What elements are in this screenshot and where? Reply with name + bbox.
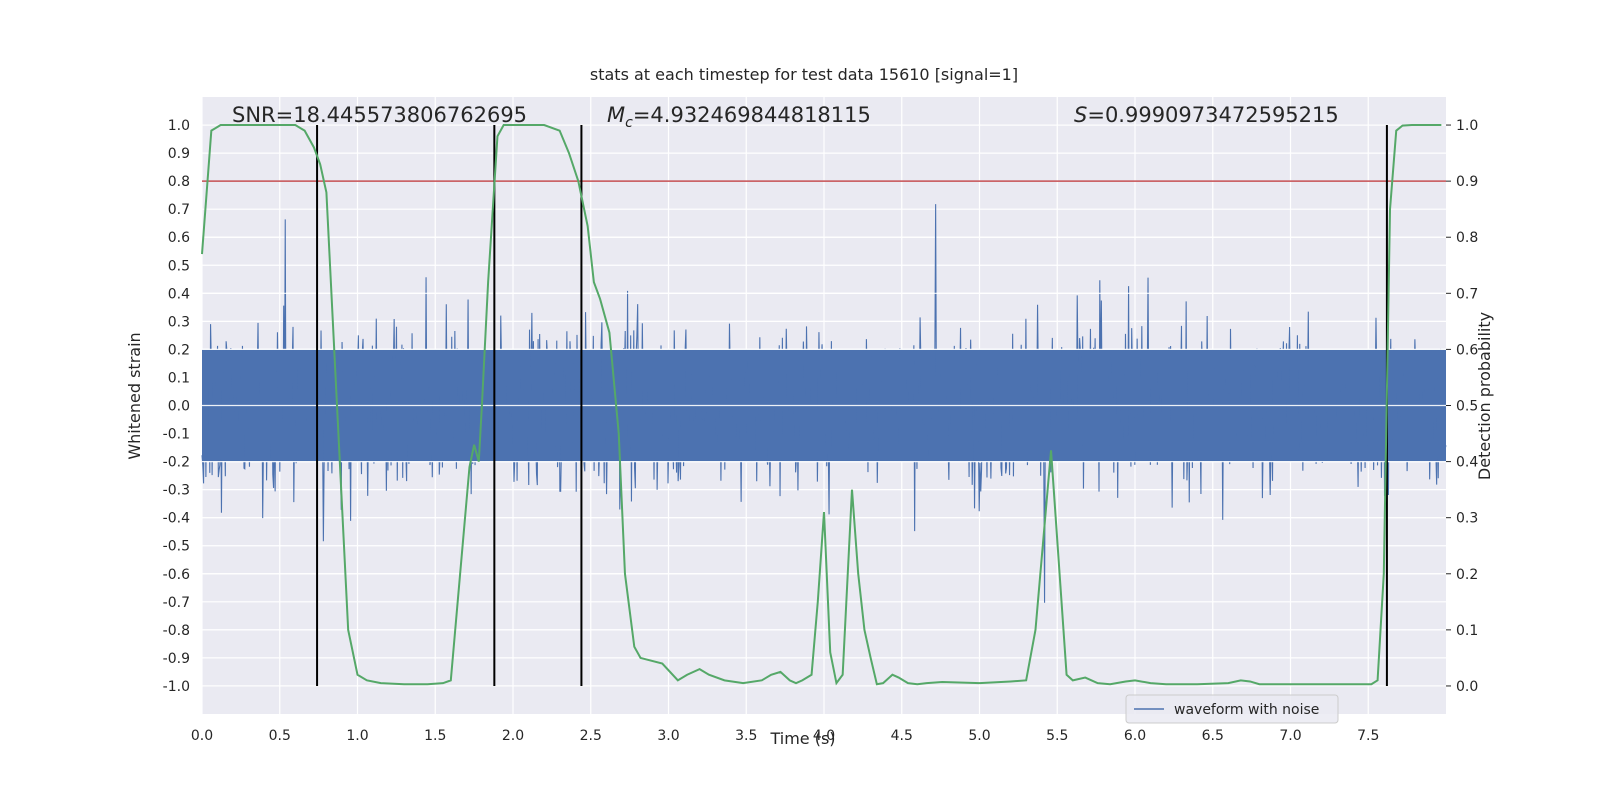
y2-tick-label: 0.8 xyxy=(1456,230,1478,246)
y-tick-label: 1.0 xyxy=(168,118,190,134)
y-tick-label: -0.8 xyxy=(163,623,190,639)
chirp-mass-value: =4.932469844818115 xyxy=(633,103,871,127)
chirp-mass-annotation: Mc=4.932469844818115 xyxy=(607,103,871,131)
probability-line xyxy=(201,124,1442,686)
probability-series xyxy=(201,124,1446,686)
y-tick-label: -0.1 xyxy=(163,427,190,443)
x-axis-label: Time (s) xyxy=(769,729,835,748)
x-tick-label: 0.5 xyxy=(269,728,291,744)
y-tick-label: -0.5 xyxy=(163,539,190,555)
y2-tick-label: 0.4 xyxy=(1456,455,1478,471)
y-tick-label: 0.8 xyxy=(168,174,190,190)
score-value: =0.9990973472595215 xyxy=(1087,103,1338,127)
x-tick-label: 3.0 xyxy=(657,728,679,744)
x-tick-label: 5.0 xyxy=(968,728,990,744)
noise-series xyxy=(201,204,1447,603)
y-tick-label: 0.9 xyxy=(168,146,190,162)
y-tick-label: 0.5 xyxy=(168,258,190,274)
y-tick-label: -0.3 xyxy=(163,483,190,499)
x-tick-label: 1.0 xyxy=(346,728,368,744)
y-tick-label: -0.9 xyxy=(163,651,190,667)
y2-tick-label: 0.7 xyxy=(1456,286,1478,302)
snr-annotation: SNR=18.445573806762695 xyxy=(232,103,527,127)
y2-tick-label: 0.9 xyxy=(1456,174,1478,190)
y-tick-label: 0.2 xyxy=(168,342,190,358)
noise-line xyxy=(201,204,1447,603)
y2-tick-label: 0.3 xyxy=(1456,511,1478,527)
x-tick-label: 4.0 xyxy=(813,728,835,744)
x-tick-label: 4.5 xyxy=(891,728,913,744)
x-tick-label: 2.0 xyxy=(502,728,524,744)
y2-tick-label: 0.6 xyxy=(1456,342,1478,358)
y2-axis-label: Detection probability xyxy=(1475,312,1494,480)
x-tick-label: 6.5 xyxy=(1202,728,1224,744)
y-tick-label: -0.4 xyxy=(163,511,190,527)
score-annotation: S=0.9990973472595215 xyxy=(1074,103,1339,127)
chirp-mass-symbol: M xyxy=(607,103,625,127)
y-tick-label: -0.2 xyxy=(163,455,190,471)
legend-box xyxy=(1125,694,1339,724)
x-tick-label: 7.5 xyxy=(1357,728,1379,744)
y-axis-label: Whitened strain xyxy=(125,332,144,459)
x-tick-label: 2.5 xyxy=(580,728,602,744)
y2-tick-label: 1.0 xyxy=(1456,118,1478,134)
y-tick-label: 0.0 xyxy=(168,399,190,415)
score-symbol: S xyxy=(1074,103,1087,127)
y-tick-label: -0.6 xyxy=(163,567,190,583)
y-tick-label: 0.3 xyxy=(168,314,190,330)
x-tick-label: 3.5 xyxy=(735,728,757,744)
axis-ticks: 0.0 0.5 1.0 1.5 2.0 2.5 3.0 3.5 4.0 4.5 5.0 5.5 6.0 6… xyxy=(163,118,1479,744)
x-tick-label: 0.0 xyxy=(191,728,213,744)
y2-tick-label: 0.1 xyxy=(1456,623,1478,639)
chirp-mass-subscript: c xyxy=(625,115,633,131)
legend: waveform with noise xyxy=(1125,694,1339,724)
legend-noise-label: waveform with noise xyxy=(1174,702,1319,718)
x-tick-label: 7.0 xyxy=(1279,728,1301,744)
y-tick-label: 0.1 xyxy=(168,370,190,386)
y2-tick-label: 0.2 xyxy=(1456,567,1478,583)
y-tick-label: 0.7 xyxy=(168,202,190,218)
y2-tick-label: 0.5 xyxy=(1456,399,1478,415)
chart-title: stats at each timestep for test data 156… xyxy=(590,65,1018,84)
y-tick-label: -1.0 xyxy=(163,679,190,695)
y-tick-label: 0.6 xyxy=(168,230,190,246)
y2-tick-label: 0.0 xyxy=(1456,679,1478,695)
y-tick-label: 0.4 xyxy=(168,286,190,302)
y-tick-label: -0.7 xyxy=(163,595,190,611)
x-tick-label: 5.5 xyxy=(1046,728,1068,744)
x-tick-label: 6.0 xyxy=(1124,728,1146,744)
x-tick-label: 1.5 xyxy=(424,728,446,744)
